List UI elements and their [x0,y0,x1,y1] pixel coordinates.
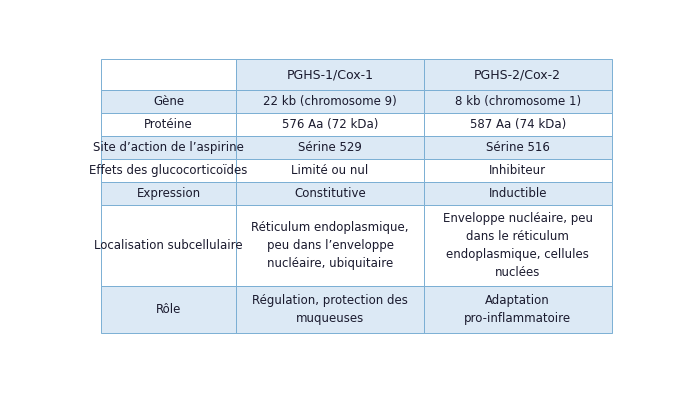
Text: Régulation, protection des
muqueuses: Régulation, protection des muqueuses [252,294,408,325]
Text: Sérine 529: Sérine 529 [298,141,362,154]
Text: Enveloppe nucléaire, peu
dans le réticulum
endoplasmique, cellules
nuclées: Enveloppe nucléaire, peu dans le réticul… [443,212,593,279]
Text: Inhibiteur: Inhibiteur [489,164,546,177]
Text: Limité ou nul: Limité ou nul [291,164,368,177]
Text: Adaptation
pro-inflammatoire: Adaptation pro-inflammatoire [464,294,571,325]
Bar [101,136,236,159]
Bar [424,286,612,333]
Bar [101,59,236,90]
Bar [101,206,236,286]
Text: Gène: Gène [153,95,184,108]
Text: Site d’action de l’aspirine: Site d’action de l’aspirine [93,141,244,154]
Text: Constitutive: Constitutive [294,187,366,200]
Bar [101,182,236,206]
Bar [236,90,424,113]
Text: PGHS-1/Cox-1: PGHS-1/Cox-1 [286,68,373,81]
Bar [236,113,424,136]
Bar [101,113,236,136]
Text: Inductible: Inductible [489,187,547,200]
Text: 576 Aa (72 kDa): 576 Aa (72 kDa) [282,118,378,131]
Bar [424,90,612,113]
Text: Réticulum endoplasmique,
peu dans l’enveloppe
nucléaire, ubiquitaire: Réticulum endoplasmique, peu dans l’enve… [252,222,409,270]
Bar [236,159,424,182]
Text: Expression: Expression [136,187,201,200]
Bar [101,90,236,113]
Text: Effets des glucocorticoïdes: Effets des glucocorticoïdes [90,164,247,177]
Bar [424,113,612,136]
Bar [101,159,236,182]
Text: Sérine 516: Sérine 516 [486,141,550,154]
Bar [236,206,424,286]
Text: 587 Aa (74 kDa): 587 Aa (74 kDa) [470,118,566,131]
Bar [236,136,424,159]
Bar [236,286,424,333]
Bar [424,182,612,206]
Bar [424,159,612,182]
Bar [424,136,612,159]
Text: PGHS-2/Cox-2: PGHS-2/Cox-2 [474,68,561,81]
Bar [236,182,424,206]
Text: Protéine: Protéine [144,118,193,131]
Bar [236,59,424,90]
Text: 8 kb (chromosome 1): 8 kb (chromosome 1) [455,95,581,108]
Bar [424,206,612,286]
Text: Localisation subcellulaire: Localisation subcellulaire [95,239,243,252]
Bar [101,286,236,333]
Text: 22 kb (chromosome 9): 22 kb (chromosome 9) [263,95,397,108]
Text: Rôle: Rôle [156,303,181,316]
Bar [424,59,612,90]
